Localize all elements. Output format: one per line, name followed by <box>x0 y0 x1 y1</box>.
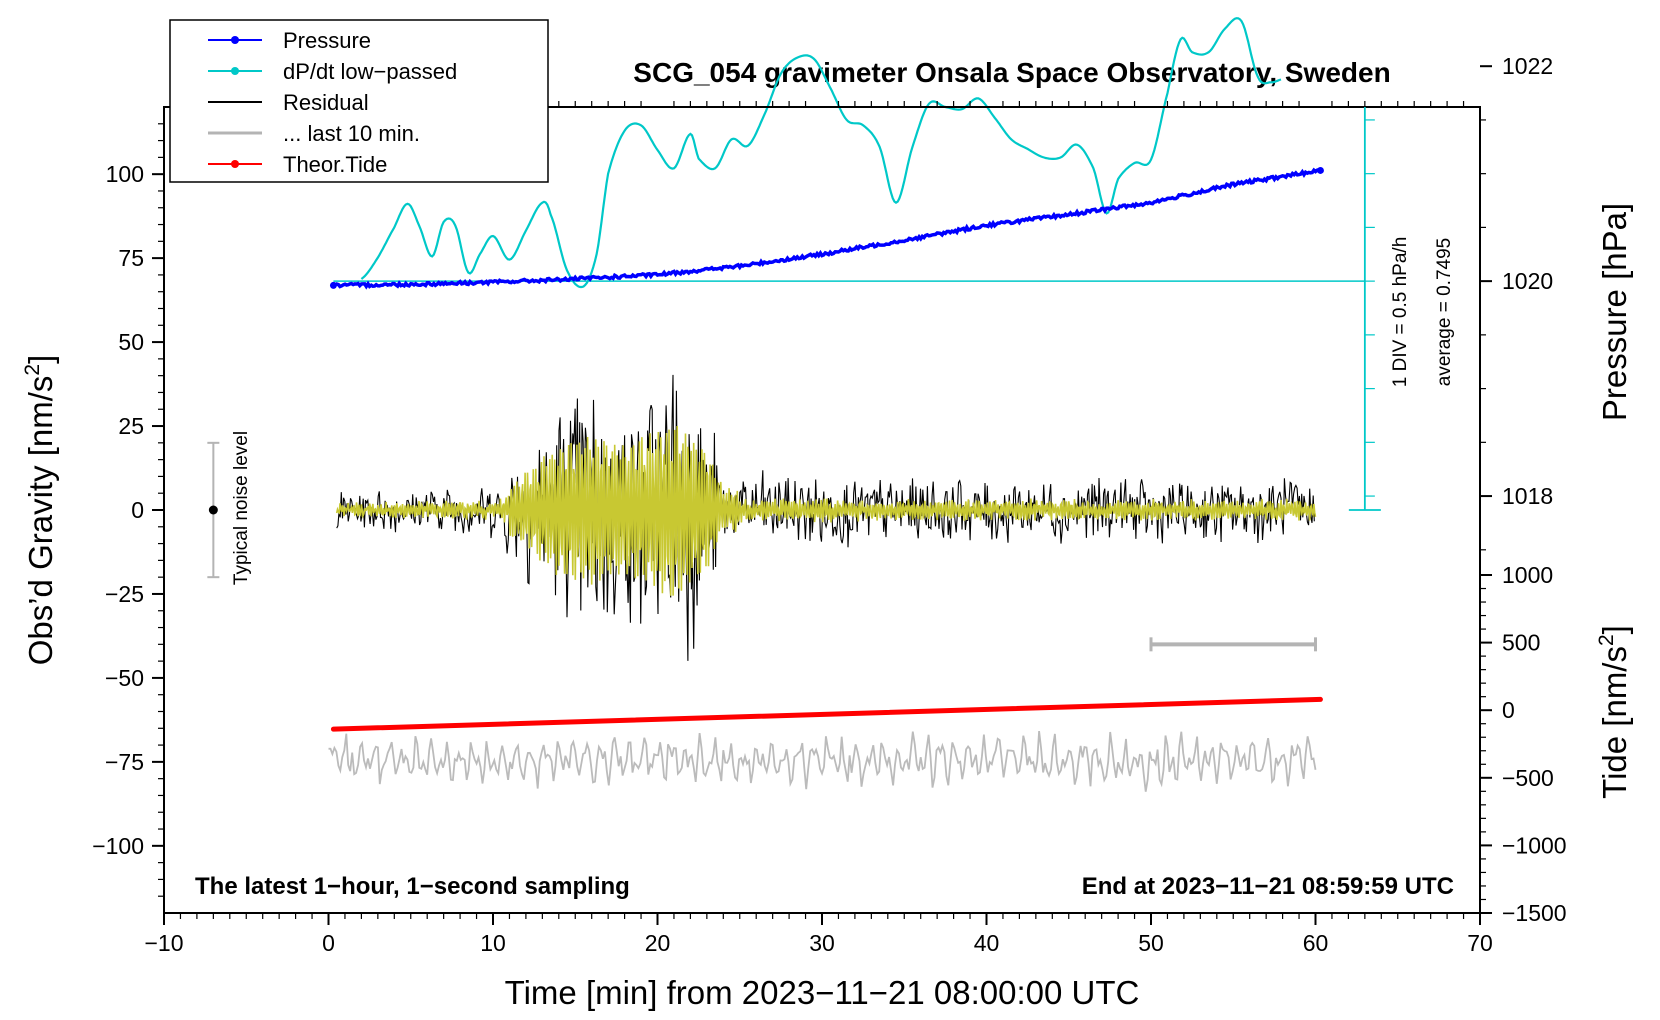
x-tick-label: −10 <box>144 930 183 956</box>
noise-level-indicator <box>207 441 220 579</box>
gravity-tick-label: −75 <box>105 749 144 775</box>
chart-title: SCG_054 gravimeter Onsala Space Observat… <box>633 57 1390 88</box>
y-axis-label-gravity-end: ] <box>22 355 59 364</box>
pressure-tick-label: 1020 <box>1502 268 1553 294</box>
tide-tick-label: −1000 <box>1502 832 1567 858</box>
x-tick-label: 20 <box>645 930 671 956</box>
dpdt-series <box>360 17 1282 289</box>
tide-series <box>330 696 1323 732</box>
gravity-tick-label: −50 <box>105 665 144 691</box>
pressure-end-point <box>1316 166 1324 174</box>
tide-tick-label: −1500 <box>1502 900 1567 926</box>
y-axis-label-gravity: Obs’d Gravity [nm/s2] <box>21 355 59 666</box>
tide-tick-label: 0 <box>1502 697 1515 723</box>
gravity-tick-label: 75 <box>118 245 144 271</box>
dpdt-scale-label: 1 DIV = 0.5 hPa/h <box>1390 237 1411 388</box>
x-tick-label: 10 <box>480 930 506 956</box>
x-tick-label: 40 <box>974 930 1000 956</box>
annotation-sampling: The latest 1−hour, 1−second sampling <box>195 873 630 900</box>
gravity-tick-label: 50 <box>118 329 144 355</box>
tide-tick-label: 1000 <box>1502 562 1553 588</box>
residual-filtered-series <box>335 425 1317 596</box>
y-axis-label-gravity-main: Obs’d Gravity [nm/s <box>22 376 59 666</box>
noise-center-dot <box>208 505 218 515</box>
x-tick-label: 50 <box>1138 930 1164 956</box>
tide-axis: 1000 500 0 −500 −1000 −1500 <box>1480 562 1567 926</box>
last-10-min-line <box>328 730 1317 792</box>
legend-label: Theor.Tide <box>283 152 387 177</box>
legend-marker <box>231 36 239 44</box>
y-axis-label-pressure: Pressure [hPa] <box>1596 203 1633 421</box>
gravity-tick-label: 100 <box>106 161 144 187</box>
x-tick-label: 60 <box>1303 930 1329 956</box>
dpdt-scale <box>1348 107 1381 511</box>
x-tick-label: 0 <box>322 930 335 956</box>
residual-filtered-line <box>335 425 1317 596</box>
legend-marker <box>231 160 239 168</box>
x-tick-label: 70 <box>1467 930 1493 956</box>
pressure-start-point <box>329 281 337 289</box>
pressure-series <box>329 166 1324 290</box>
legend-label: Pressure <box>283 28 371 53</box>
gravity-axis: 100 75 50 25 0 −25 −50 −75 −100 <box>92 123 164 897</box>
pressure-axis: 1022 1020 1018 <box>1480 53 1553 551</box>
legend-label: dP/dt low−passed <box>283 59 457 84</box>
tide-tick-label: −500 <box>1502 765 1554 791</box>
y-axis-label-tide-end: ] <box>1596 625 1633 634</box>
legend-label: Residual <box>283 90 369 115</box>
gravity-tick-label: 25 <box>118 413 144 439</box>
pressure-tick-label: 1022 <box>1502 53 1553 79</box>
pressure-tick-label: 1018 <box>1502 483 1553 509</box>
dpdt-average-label: average = 0.7495 <box>1434 238 1455 386</box>
noise-level-label: Typical noise level <box>231 431 252 585</box>
tide-line <box>330 696 1323 732</box>
x-axis: −10 0 10 20 30 40 50 60 70 <box>144 101 1493 956</box>
y-axis-label-tide: Tide [nm/s2] <box>1595 625 1633 799</box>
tide-tick-label: 500 <box>1502 630 1540 656</box>
x-axis-label: Time [min] from 2023−11−21 08:00:00 UTC <box>505 974 1140 1011</box>
y-axis-label-gravity-sup: 2 <box>21 364 44 376</box>
legend-marker <box>231 67 239 75</box>
legend: Pressure dP/dt low−passed Residual ... last… <box>169 19 549 183</box>
y-axis-label-tide-sup: 2 <box>1595 634 1618 646</box>
gravity-tick-label: −25 <box>105 581 144 607</box>
scale-bar <box>1149 637 1317 652</box>
last-10-min-series <box>328 730 1317 792</box>
x-tick-label: 30 <box>809 930 835 956</box>
gravity-tick-label: 0 <box>131 497 144 523</box>
annotation-end-time: End at 2023−11−21 08:59:59 UTC <box>1082 873 1454 900</box>
pressure-line <box>332 167 1320 290</box>
y-axis-label-tide-main: Tide [nm/s <box>1596 646 1633 799</box>
legend-label: ... last 10 min. <box>283 121 420 146</box>
gravity-tick-label: −100 <box>92 833 144 859</box>
dpdt-line <box>360 17 1282 289</box>
